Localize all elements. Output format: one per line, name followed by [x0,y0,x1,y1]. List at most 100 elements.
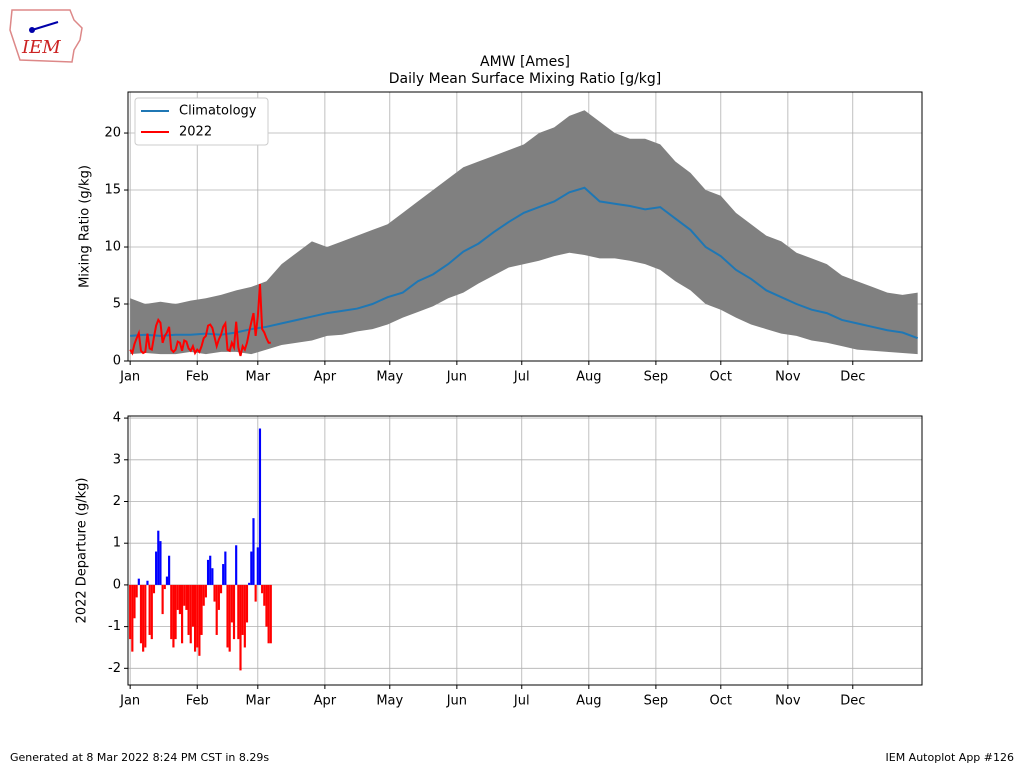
x-tick-label: Jan [119,370,140,385]
bar [142,584,145,652]
bar [202,584,205,606]
bar [269,584,272,644]
y-tick-label: 15 [104,183,121,198]
y-tick-label: 20 [104,126,121,141]
x-tick-label: Jun [446,370,467,385]
bar [168,555,171,585]
bar [200,584,203,635]
x-tick-label: Nov [775,370,801,385]
bar [263,584,266,606]
bar [267,584,270,644]
x-tick-label: May [376,370,403,385]
bar [150,584,153,640]
x-tick-label: Apr [314,370,337,385]
x-tick-label: Oct [710,694,732,709]
plot-area [128,416,922,685]
bar [187,584,190,635]
y-tick-label: 3 [113,452,121,467]
bar [176,584,179,610]
bar [159,541,162,585]
bar [232,584,236,640]
bar [129,584,132,640]
x-tick-label: Aug [576,694,601,709]
bar [157,530,160,585]
range-band [130,110,918,355]
bar [163,584,166,590]
y-tick-label: 0 [113,577,121,592]
line-series [129,283,271,357]
y-tick-label: 4 [113,411,121,426]
bar [198,584,201,656]
bar [254,584,257,602]
bar [239,584,242,671]
bar [174,584,177,640]
bar [256,547,259,585]
y-tick-label: -1 [108,619,121,634]
bar [222,564,225,585]
bar [261,584,264,594]
y-tick-label: 10 [104,240,121,255]
bar [183,584,186,606]
legend-box [134,97,269,146]
footer-right: IEM Autoplot App #126 [886,751,1015,764]
bar [245,584,249,623]
chart-title: Daily Mean Surface Mixing Ratio [g/kg] [389,71,662,87]
bar [209,555,212,585]
bar [196,584,199,648]
bar [144,584,147,648]
x-tick-label: Jul [513,370,530,385]
logo-text: IEM [21,37,61,58]
x-tick-label: Mar [246,370,271,385]
x-tick-label: Aug [576,370,601,385]
y-tick-label: 0 [113,354,121,369]
bar [206,559,210,585]
axes-frame [127,415,923,686]
bar [193,584,197,652]
y-tick-label: 1 [113,536,121,551]
x-tick-label: Mar [246,694,271,709]
x-tick-label: Nov [775,694,801,709]
y-tick-label: 2 [113,494,121,509]
bar [133,584,136,619]
bar [146,580,149,585]
x-tick-label: Sep [644,694,669,709]
x-tick-label: Dec [840,694,865,709]
bar [170,584,173,640]
y-tick-label: -2 [108,661,121,676]
bar [252,518,255,585]
x-tick-label: Jan [119,694,140,709]
logo: IEM [9,9,83,63]
x-tick-label: Jul [513,694,530,709]
bar [219,584,223,594]
bar [204,584,207,598]
x-tick-label: Dec [840,370,865,385]
x-tick-label: Feb [186,370,209,385]
chart-title: AMW [Ames] [480,54,570,70]
bar [137,578,140,585]
bar [215,584,218,635]
bar [228,584,231,652]
bar [265,584,268,627]
y-tick-label: 5 [113,297,121,312]
y-axis-label: Mixing Ratio (g/kg) [78,165,93,288]
bar [258,428,262,585]
bar [185,584,188,610]
bar [148,584,151,635]
bar [172,584,175,648]
legend-label: Climatology [179,104,257,119]
bar [224,551,227,585]
logo-outline [9,9,83,63]
x-tick-label: Feb [186,694,209,709]
bar [211,568,214,585]
bar [155,551,158,585]
bar [189,584,192,644]
bar [248,582,251,585]
bar [243,584,246,648]
bar [213,584,216,602]
axes-frame [127,91,923,362]
footer-left: Generated at 8 Mar 2022 8:24 PM CST in 8… [10,751,269,764]
legend-label: 2022 [179,125,212,140]
bar [181,584,184,644]
y-axis-label: 2022 Departure (g/kg) [75,478,90,624]
